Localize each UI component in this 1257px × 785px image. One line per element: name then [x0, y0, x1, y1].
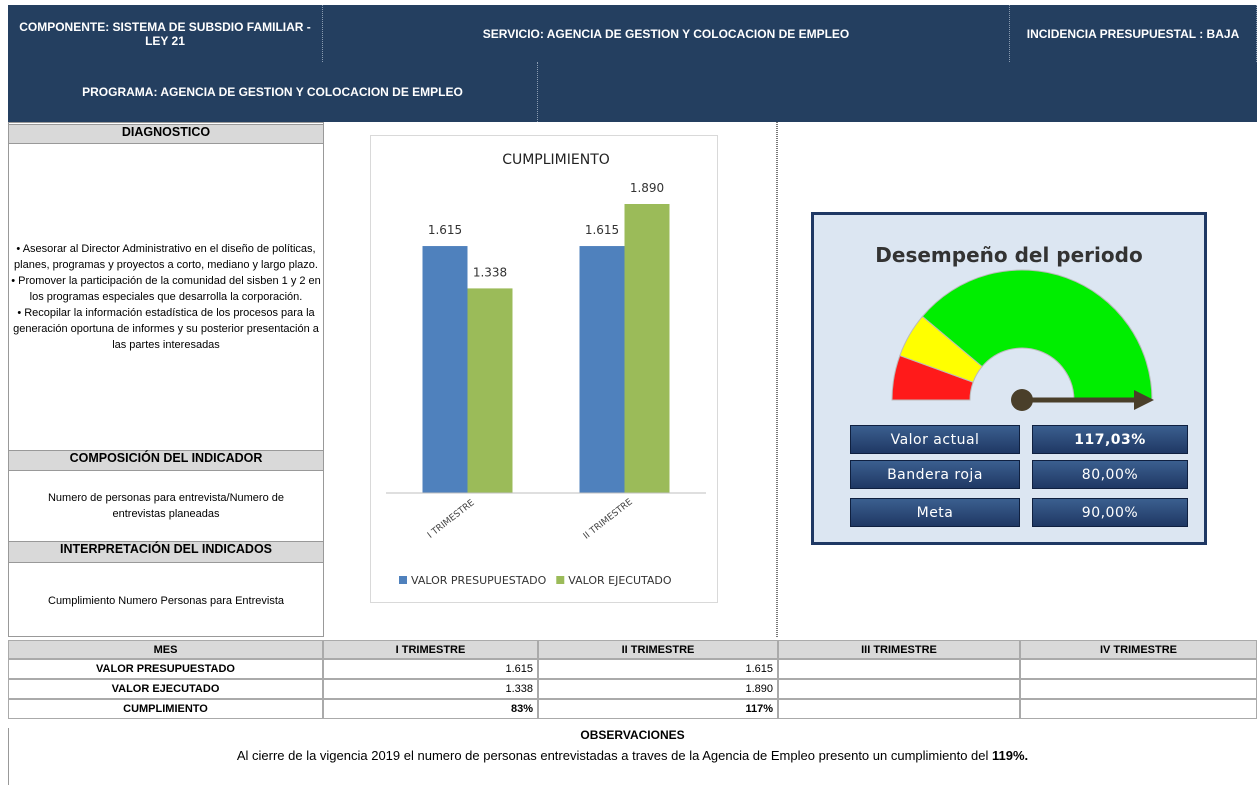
data-label: 1.338 [473, 265, 507, 279]
table-cell: 1.615 [538, 659, 778, 679]
table-cell [778, 659, 1020, 679]
table-cell: 1.338 [323, 679, 538, 699]
gauge-label: Bandera roja [850, 460, 1020, 489]
x-tick-label: I TRIMESTRE [426, 498, 477, 541]
table-cell: VALOR EJECUTADO [8, 679, 323, 699]
table-cell: 1.890 [538, 679, 778, 699]
left-panel [8, 122, 324, 637]
observaciones-text: Al cierre de la vigencia 2019 el numero … [8, 748, 1257, 763]
gauge-value: 80,00% [1032, 460, 1188, 489]
diagnostico-item: • Recopilar la información estadística d… [13, 306, 319, 351]
legend-swatch [399, 576, 407, 584]
legend-label: VALOR PRESUPUESTADO [411, 574, 547, 587]
gauge-label: Meta [850, 498, 1020, 527]
table-cell [1020, 659, 1257, 679]
header-incidencia: INCIDENCIA PRESUPUESTAL : BAJA [1010, 5, 1257, 62]
table-cell [1020, 699, 1257, 719]
composicion-text: Numero de personas para entrevista/Numer… [47, 492, 284, 520]
observaciones-title: OBSERVACIONES [580, 728, 685, 742]
observaciones-body: Al cierre de la vigencia 2019 el numero … [236, 748, 992, 763]
diagnostico-item: • Promover la participación de la comuni… [11, 274, 321, 303]
table-cell: 1.615 [323, 659, 538, 679]
header-componente: COMPONENTE: SISTEMA DE SUBSDIO FAMILIAR … [8, 5, 323, 62]
table-cell: VALOR PRESUPUESTADO [8, 659, 323, 679]
diagnostico-text: • Asesorar al Director Administrativo en… [8, 145, 324, 448]
composicion-title: COMPOSICIÓN DEL INDICADOR [8, 450, 324, 471]
table-header: MES [8, 640, 323, 659]
gauge: Desempeño del periodo [875, 243, 1154, 411]
table-header: II TRIMESTRE [538, 640, 778, 659]
gauge-label: Valor actual [850, 425, 1020, 454]
gauge-title: Desempeño del periodo [875, 243, 1142, 267]
interpretacion-title: INTERPRETACIÓN DEL INDICADOS [8, 541, 324, 563]
bar [467, 288, 513, 493]
gauge-value: 90,00% [1032, 498, 1188, 527]
data-label: 1.615 [585, 223, 619, 237]
legend-swatch [556, 576, 565, 584]
observaciones-highlight: 119%. [992, 748, 1029, 763]
gauge-zone [921, 269, 1153, 401]
table-header: IV TRIMESTRE [1020, 640, 1257, 659]
table-cell: CUMPLIMIENTO [8, 699, 323, 719]
table-cell [1020, 679, 1257, 699]
bar [579, 246, 625, 493]
legend-label: VALOR EJECUTADO [568, 574, 672, 587]
table-cell [778, 699, 1020, 719]
gauge-arrow [1134, 390, 1154, 410]
table-header: III TRIMESTRE [778, 640, 1020, 659]
header-servicio: SERVICIO: AGENCIA DE GESTION Y COLOCACIO… [323, 5, 1010, 62]
header-programa: PROGRAMA: AGENCIA DE GESTION Y COLOCACIO… [8, 62, 538, 122]
table-cell: 83% [323, 699, 538, 719]
x-tick-label: II TRIMESTRE [582, 497, 635, 542]
table-cell [778, 679, 1020, 699]
observaciones-box [8, 728, 1257, 785]
bar [422, 246, 468, 493]
bar [624, 204, 670, 493]
data-label: 1.890 [630, 181, 664, 195]
diagnostico-title: DIAGNOSTICO [8, 124, 324, 144]
table-header: I TRIMESTRE [323, 640, 538, 659]
data-label: 1.615 [428, 223, 462, 237]
bar-chart: CUMPLIMIENTO 1.615 1.338 I TRIMESTRE 1.615 1.… [370, 135, 718, 603]
diagnostico-item: • Asesorar al Director Administrativo en… [14, 242, 318, 271]
divider [776, 122, 778, 637]
gauge-value: 117,03% [1032, 425, 1188, 454]
chart-title: CUMPLIMIENTO [502, 152, 610, 168]
header-fill [538, 62, 1257, 122]
interpretacion-text: Cumplimiento Numero Personas para Entrev… [48, 594, 284, 607]
gauge-hub [1011, 389, 1033, 411]
table-cell: 117% [538, 699, 778, 719]
